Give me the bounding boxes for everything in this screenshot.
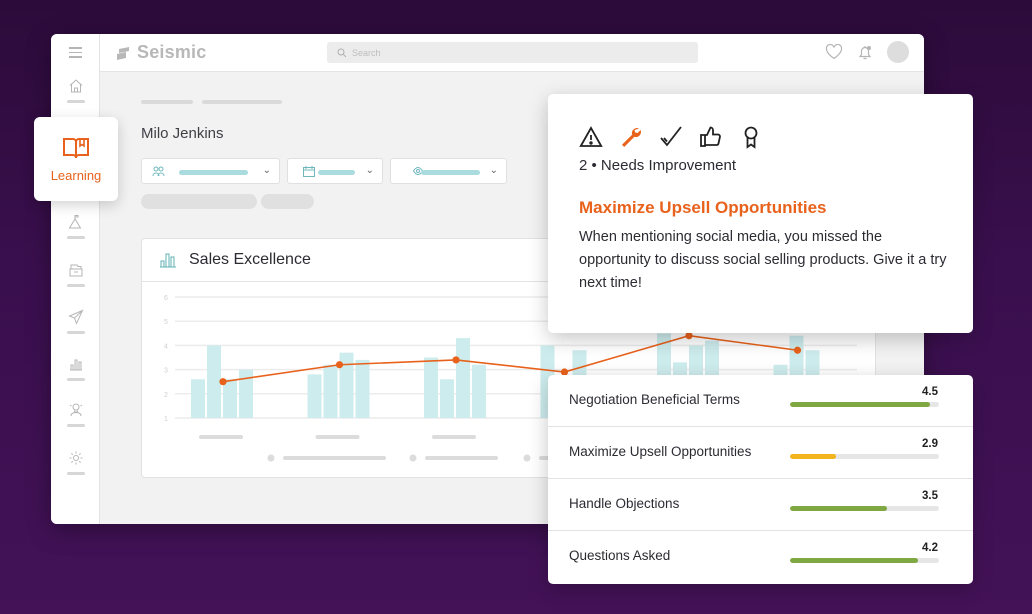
breadcrumb-placeholder-2[interactable]: [202, 100, 282, 104]
search-icon: [337, 48, 347, 57]
chevron-down-icon: ⌄: [489, 165, 498, 176]
brand-name: Seismic: [137, 42, 207, 62]
search-input[interactable]: Search: [327, 42, 698, 63]
score-progress-bar: [790, 454, 939, 459]
score-progress-bar: [790, 402, 939, 407]
score-row[interactable]: Questions Asked 4.2: [548, 531, 973, 583]
score-value: 4.2: [922, 542, 938, 554]
sidebar-item-insights[interactable]: [51, 356, 100, 381]
svg-text:6: 6: [164, 295, 168, 302]
breadcrumb-placeholder-1[interactable]: [141, 100, 193, 104]
mountain-flag-icon: [68, 215, 81, 229]
award-ribbon-icon[interactable]: [739, 125, 763, 149]
card-title: Sales Excellence: [189, 251, 311, 268]
score-label: Handle Objections: [569, 496, 680, 511]
score-value: 3.5: [922, 490, 938, 502]
score-row[interactable]: Handle Objections 3.5: [548, 479, 973, 531]
feedback-body: When mentioning social media, you missed…: [579, 229, 947, 291]
score-label: Maximize Upsell Opportunities: [569, 444, 752, 459]
tag-placeholder-1[interactable]: [141, 194, 257, 209]
score-value: 4.5: [922, 386, 938, 398]
rating-icons: [579, 124, 942, 150]
check-icon[interactable]: [659, 125, 683, 149]
lightbulb-person-icon: [69, 403, 82, 417]
sidebar-item-send[interactable]: [51, 309, 100, 334]
sidebar-item-home[interactable]: [51, 78, 100, 103]
sidebar: [51, 34, 100, 524]
score-label: Questions Asked: [569, 548, 671, 563]
feedback-popup: 2 • Needs Improvement Maximize Upsell Op…: [548, 94, 973, 333]
home-icon: [69, 79, 82, 93]
thumbs-up-icon[interactable]: [699, 125, 723, 149]
seismic-logo[interactable]: Seismic: [116, 42, 206, 63]
bell-icon[interactable]: [857, 44, 873, 61]
warning-icon[interactable]: [579, 125, 603, 149]
filter-view-dropdown[interactable]: ⌄: [390, 158, 507, 184]
avatar[interactable]: [887, 41, 909, 63]
score-row[interactable]: Negotiation Beneficial Terms 4.5: [548, 375, 973, 427]
svg-text:1: 1: [164, 416, 168, 423]
calendar-icon: [303, 166, 315, 177]
filter-people-dropdown[interactable]: ⌄: [141, 158, 280, 184]
svg-text:5: 5: [164, 319, 168, 326]
sidebar-item-coaching[interactable]: [51, 402, 100, 427]
score-progress-bar: [790, 558, 939, 563]
score-row[interactable]: Maximize Upsell Opportunities 2.9: [548, 427, 973, 479]
chevron-down-icon: ⌄: [262, 165, 271, 176]
score-label: Negotiation Beneficial Terms: [569, 392, 740, 407]
bar-chart-icon: [160, 253, 176, 268]
paper-plane-icon: [67, 309, 83, 325]
heart-icon[interactable]: [825, 44, 843, 60]
search-placeholder: Search: [352, 47, 381, 58]
gear-icon: [69, 451, 82, 465]
tag-placeholder-2[interactable]: [261, 194, 314, 209]
feedback-title: Maximize Upsell Opportunities: [579, 198, 827, 217]
score-value: 2.9: [922, 438, 938, 450]
top-bar: Seismic Search: [100, 34, 924, 72]
seismic-logo-icon: [117, 46, 129, 60]
filter-date-dropdown[interactable]: ⌄: [287, 158, 383, 184]
bar-chart-icon: [69, 359, 82, 371]
sidebar-item-settings[interactable]: [51, 450, 100, 475]
skill-scores-panel: Negotiation Beneficial Terms 4.5 Maximiz…: [548, 375, 973, 584]
sidebar-item-content[interactable]: [51, 262, 100, 287]
score-progress-bar: [790, 506, 939, 511]
folder-drawer-icon: [69, 264, 82, 277]
svg-text:3: 3: [164, 368, 168, 375]
sidebar-item-goals[interactable]: [51, 214, 100, 239]
svg-text:4: 4: [164, 343, 168, 350]
people-icon: [152, 166, 165, 177]
learning-label: Learning: [50, 167, 102, 183]
svg-text:2: 2: [164, 392, 168, 399]
chevron-down-icon: ⌄: [365, 165, 374, 176]
wrench-icon[interactable]: [619, 125, 643, 149]
page-title: Milo Jenkins: [141, 125, 224, 142]
hamburger-menu-icon[interactable]: [69, 47, 82, 61]
rating-text: 2 • Needs Improvement: [579, 157, 736, 174]
sidebar-item-learning[interactable]: Learning: [34, 117, 118, 201]
book-icon: [63, 137, 89, 158]
